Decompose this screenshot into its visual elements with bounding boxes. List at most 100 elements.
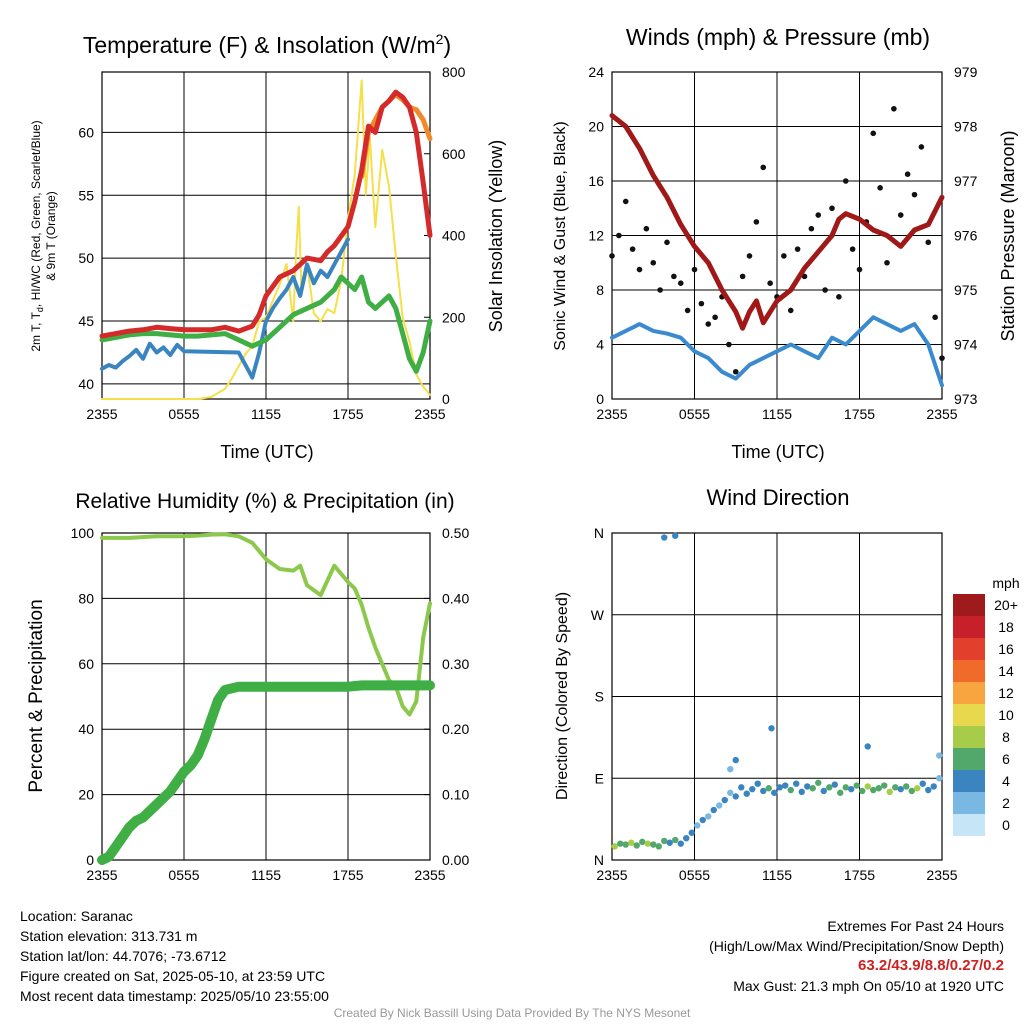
colorbar-label: 2	[1002, 795, 1010, 811]
direction-point	[705, 813, 712, 820]
x-tick-label: 2355	[596, 867, 627, 883]
direction-point	[776, 784, 783, 791]
y-tick-label: 20	[78, 787, 94, 803]
direction-point	[798, 788, 805, 796]
y-tick-label: N	[594, 525, 604, 541]
gust-point	[877, 185, 883, 191]
direction-point	[793, 780, 800, 787]
series-line-2m-td	[99, 274, 433, 374]
gust-point	[643, 225, 650, 232]
colorbar-title: mph	[992, 575, 1019, 591]
y2-tick-label: 0.20	[442, 721, 469, 737]
y-tick-label: E	[595, 770, 604, 786]
direction-point	[881, 782, 888, 789]
colorbar-label: 10	[998, 707, 1014, 723]
direction-point	[886, 788, 893, 796]
extremes-info: Extremes For Past 24 Hours (High/Low/Max…	[709, 916, 1004, 996]
y2-tick-label: 0.40	[442, 590, 469, 606]
gust-point	[760, 164, 767, 171]
temperature-title-sup: 2	[436, 31, 444, 47]
series-line-hi-wc	[100, 237, 350, 380]
gust-point	[911, 191, 918, 198]
direction-point	[655, 843, 662, 850]
direction-point	[765, 785, 772, 792]
y2-tick-label: 0.00	[442, 852, 469, 868]
gust-point	[657, 287, 663, 293]
y-tick-label: 24	[588, 64, 604, 80]
gust-point	[904, 171, 911, 177]
gust-point	[622, 198, 629, 205]
direction-point	[782, 782, 789, 789]
gust-point	[609, 253, 615, 259]
winds-ylabel: Sonic Wind & Gust (Blue, Black)	[552, 121, 569, 350]
gust-point	[746, 253, 753, 259]
direction-point	[859, 787, 866, 795]
colorbar-swatch	[953, 814, 985, 836]
series-line-relative-humidity	[100, 532, 432, 717]
gust-point	[897, 212, 904, 218]
gust-point	[650, 259, 657, 266]
colorbar-label: 12	[998, 685, 1014, 701]
y-tick-label: 50	[78, 250, 94, 266]
gust-point	[856, 266, 863, 273]
series-line-precipitation	[97, 680, 435, 865]
direction-point	[688, 829, 695, 836]
humidity-title: Relative Humidity (%) & Precipitation (i…	[75, 490, 454, 513]
direction-point	[936, 775, 943, 782]
y2-tick-label: 800	[442, 64, 466, 80]
direction-point	[771, 789, 778, 796]
y2-tick-label: 978	[954, 119, 978, 135]
colorbar-swatch	[953, 748, 985, 770]
direction-point	[760, 787, 767, 795]
series-line-solar-insolation	[101, 79, 431, 400]
temperature-title: Temperature (F) & Insolation (W/m2)	[83, 31, 451, 58]
winds-xlabel: Time (UTC)	[731, 442, 824, 462]
colorbar-swatch	[953, 594, 985, 616]
gust-point	[767, 280, 773, 286]
recent-text: Most recent data timestamp: 2025/05/10 2…	[20, 988, 329, 1004]
direction-title: Wind Direction	[706, 485, 849, 510]
gust-point	[677, 280, 684, 286]
gust-point	[815, 212, 822, 218]
direction-point	[727, 789, 734, 796]
gust-point	[732, 368, 739, 375]
x-tick-label: 2355	[414, 867, 445, 883]
x-tick-label: 1755	[844, 406, 875, 422]
gust-point	[849, 246, 856, 252]
y-tick-label: 100	[71, 525, 95, 541]
y2-tick-label: 200	[442, 309, 466, 325]
gust-point	[870, 130, 877, 137]
x-tick-label: 1755	[332, 406, 363, 422]
y-tick-label: W	[591, 607, 605, 623]
plot-frame	[101, 532, 431, 861]
y-tick-label: S	[595, 689, 604, 705]
direction-point	[914, 785, 921, 792]
temperature-y2label: Solar Insolation (Yellow)	[486, 140, 506, 332]
direction-panel: Wind Direction Direction (Colored By Spe…	[554, 485, 1020, 883]
direction-point	[716, 802, 723, 809]
direction-point	[892, 784, 899, 791]
direction-point	[727, 765, 734, 773]
y-tick-label: 60	[78, 124, 94, 140]
direction-point	[732, 793, 739, 800]
humidity-panel: Relative Humidity (%) & Precipitation (i…	[26, 490, 469, 883]
direction-point	[864, 783, 871, 790]
direction-point	[826, 784, 833, 791]
direction-point	[677, 840, 684, 847]
plot-frame	[611, 71, 943, 400]
y2-tick-label: 977	[954, 173, 978, 189]
gust-point	[918, 144, 925, 150]
direction-point	[611, 843, 618, 850]
series-line-2m-t	[99, 89, 433, 339]
temperature-ylabel: 2m T, Td, HI/WC (Red, Green, Scarlet/Blu…	[29, 120, 45, 351]
direction-point	[936, 752, 943, 759]
y2-tick-label: 976	[954, 228, 978, 244]
x-tick-label: 2355	[926, 867, 957, 883]
y-tick-label: 12	[588, 228, 604, 244]
y2-tick-label: 0.50	[442, 525, 469, 541]
winds-panel: Winds (mph) & Pressure (mb) Sonic Wind &…	[552, 24, 1018, 462]
gust-point	[726, 341, 732, 348]
direction-point	[650, 841, 657, 848]
x-tick-label: 0555	[679, 406, 710, 422]
